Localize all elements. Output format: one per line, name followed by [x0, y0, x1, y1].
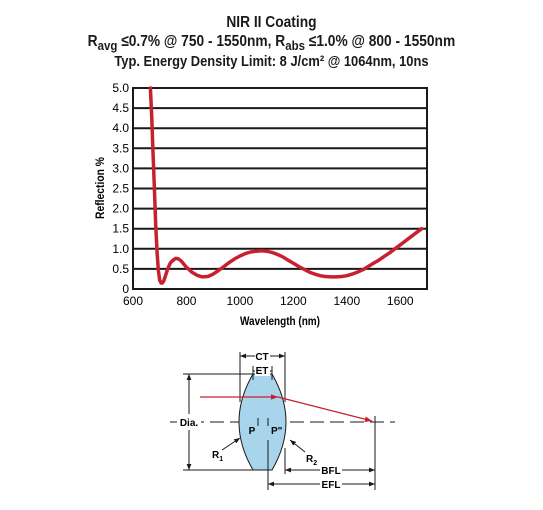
r1-leader [221, 437, 241, 451]
ct-label: CT [255, 352, 268, 363]
refracted-ray [277, 396, 373, 423]
x-tick-label: 800 [176, 294, 196, 308]
x-axis-label: Wavelength (nm) [240, 314, 320, 328]
x-tick-label: 1200 [280, 294, 307, 308]
r-avg-subscript: avg [97, 38, 118, 54]
chart-title: NIR II Coating [226, 14, 317, 31]
lens-diagram: CT ET Dia. P P" R1 R2 BFL EFL [170, 349, 395, 491]
dia-label: Dia. [180, 418, 199, 429]
et-label-bg [255, 364, 270, 376]
r2-subscript: 2 [313, 460, 317, 467]
x-tick-label: 1400 [333, 294, 360, 308]
bfl-label: BFL [321, 466, 340, 477]
r-avg-symbol: R [87, 33, 98, 50]
y-tick-label: 3.0 [112, 161, 129, 175]
y-tick-labels: 0 0.5 1.0 1.5 2.0 2.5 3.0 3.5 4.0 4.5 5.0 [112, 81, 129, 296]
y-tick-label: 4.0 [112, 121, 129, 135]
et-label: ET [256, 366, 269, 377]
reflection-chart: 600 800 1000 1200 1400 1600 0 0.5 1.0 1.5 2.0 2.5 3… [93, 81, 428, 328]
plot-frame [132, 87, 428, 290]
ct-label-bg [255, 349, 270, 362]
bfl-label-bg [320, 464, 342, 476]
r1-subscript: 1 [219, 456, 223, 463]
r-abs-subscript: abs [285, 38, 305, 54]
y-tick-label: 3.5 [112, 141, 129, 155]
y-tick-label: 2.0 [112, 202, 129, 216]
r1-symbol: R [212, 450, 220, 461]
x-tick-labels: 600 800 1000 1200 1400 1600 [123, 294, 414, 308]
y-tick-label: 1.0 [112, 242, 129, 256]
chart-subtitle-energy: Typ. Energy Density Limit: 8 J/cm² @ 106… [114, 53, 429, 70]
y-tick-label: 0.5 [112, 262, 129, 276]
y-tick-label: 2.5 [112, 182, 129, 196]
chart-subtitle-reflectance: Ravg ≤0.7% @ 750 - 1550nm, Rabs ≤1.0% @ … [38, 33, 505, 53]
y-tick-label: 1.5 [112, 222, 129, 236]
r1-label: R1 [212, 450, 223, 463]
r2-symbol: R [306, 454, 314, 465]
chart-grid [133, 107, 427, 270]
y-tick-label: 4.5 [112, 101, 129, 115]
x-tick-label: 600 [123, 294, 143, 308]
reflection-series-line [148, 86, 424, 285]
x-tick-label: 1000 [227, 294, 254, 308]
principal-point-p-label: P [249, 426, 256, 437]
y-axis-label: Reflection % [93, 157, 107, 219]
y-tick-label: 5.0 [112, 81, 129, 95]
r-avg-spec: ≤0.7% @ 750 - 1550nm, R [117, 33, 286, 50]
efl-label-bg [320, 478, 342, 490]
efl-label: EFL [322, 480, 341, 491]
r2-label: R2 [306, 454, 317, 467]
biconvex-lens [238, 373, 287, 471]
y-tick-label: 0 [122, 282, 129, 296]
r2-leader [289, 439, 306, 453]
dia-label-bg [177, 416, 201, 428]
principal-point-p2-label: P" [271, 426, 283, 437]
x-tick-label: 1600 [387, 294, 414, 308]
r-abs-spec: ≤1.0% @ 800 - 1550nm [304, 33, 456, 50]
